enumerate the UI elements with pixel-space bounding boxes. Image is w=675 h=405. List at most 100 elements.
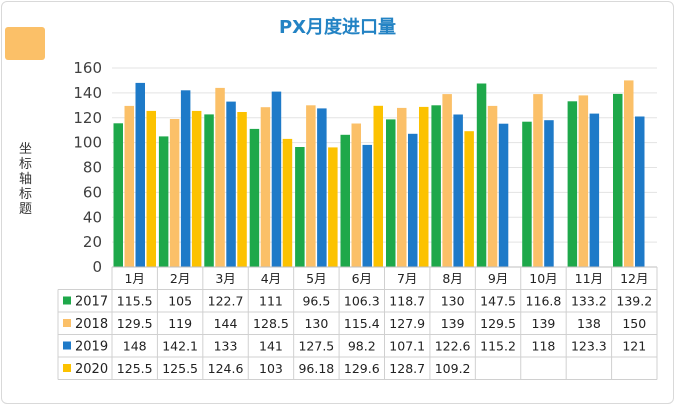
bar-2017 — [522, 121, 532, 267]
x-tick-label: 4月 — [261, 271, 281, 286]
y-tick-label: 60 — [83, 183, 102, 201]
data-label: 129.5 — [117, 316, 153, 331]
legend-swatch-2018 — [63, 319, 71, 327]
data-label: 130 — [441, 294, 465, 309]
bar-2017 — [249, 128, 260, 267]
legend-swatch-2017 — [63, 296, 71, 305]
bar-2018 — [624, 80, 634, 268]
data-label: 123.3 — [571, 339, 607, 354]
bar-2017 — [613, 93, 623, 268]
bar-2018 — [169, 119, 180, 267]
bar-2017 — [113, 123, 123, 267]
x-tick-label: 6月 — [352, 271, 372, 286]
bar-2020 — [419, 106, 429, 268]
data-label: 141 — [259, 339, 283, 354]
x-tick-label: 3月 — [215, 271, 235, 286]
bar-2019 — [317, 108, 327, 268]
bar-2017 — [340, 134, 350, 267]
x-tick-label: 1月 — [124, 271, 144, 286]
legend-swatch-2020 — [63, 364, 71, 372]
data-label: 115.2 — [480, 339, 516, 354]
bar-2020 — [146, 110, 156, 268]
bar-2017 — [476, 83, 487, 267]
chart-title: PX月度进口量 — [278, 17, 397, 38]
bar-2017 — [204, 114, 214, 268]
data-label: 96.18 — [298, 361, 334, 376]
bar-2019 — [135, 82, 145, 268]
data-label: 127.5 — [298, 339, 334, 354]
data-label: 103 — [259, 361, 283, 376]
x-tick-label: 9月 — [488, 271, 508, 286]
x-tick-label: 7月 — [397, 271, 417, 286]
y-tick-label: 40 — [83, 208, 102, 226]
data-label: 116.8 — [526, 294, 562, 309]
data-label: 148 — [123, 339, 147, 354]
x-tick-label: 12月 — [620, 271, 648, 286]
data-label: 130 — [304, 316, 328, 331]
data-label: 122.7 — [208, 294, 244, 309]
y-tick-label: 120 — [73, 109, 102, 127]
bar-2020 — [464, 131, 474, 267]
data-label: 125.5 — [162, 361, 198, 376]
y-tick-label: 140 — [73, 84, 102, 102]
bar-2017 — [431, 105, 441, 267]
data-label: 124.6 — [208, 361, 244, 376]
y-tick-label: 100 — [73, 134, 102, 152]
data-label: 128.5 — [253, 316, 289, 331]
bar-2018 — [578, 95, 589, 268]
data-label: 96.5 — [302, 294, 330, 309]
data-label: 150 — [622, 316, 646, 331]
data-label: 119 — [168, 316, 192, 331]
x-tick-label: 11月 — [575, 271, 603, 286]
data-label: 142.1 — [162, 339, 198, 354]
bar-2020 — [191, 110, 202, 268]
bar-2019 — [544, 120, 554, 267]
bar-2018 — [306, 105, 316, 267]
bar-2018 — [260, 107, 271, 267]
bar-2017 — [386, 119, 396, 268]
data-label: 133 — [214, 339, 238, 354]
bar-2018 — [397, 107, 407, 268]
data-label: 109.2 — [435, 361, 471, 376]
x-tick-label: 10月 — [529, 271, 557, 286]
y-tick-label: 20 — [83, 233, 102, 251]
bar-2018 — [442, 94, 452, 267]
data-label: 107.1 — [389, 339, 425, 354]
bar-2020 — [282, 138, 293, 267]
data-label: 133.2 — [571, 294, 607, 309]
bar-2019 — [408, 133, 418, 267]
x-tick-label: 8月 — [442, 271, 462, 286]
bar-2019 — [362, 144, 372, 267]
data-label: 115.5 — [117, 294, 153, 309]
data-label: 127.9 — [389, 316, 425, 331]
bar-2017 — [158, 136, 169, 267]
data-label: 118.7 — [389, 294, 425, 309]
data-label: 147.5 — [480, 294, 516, 309]
decorative-square — [5, 27, 45, 60]
data-label: 111 — [259, 294, 283, 309]
data-label: 115.4 — [344, 316, 380, 331]
data-label: 139.2 — [616, 294, 652, 309]
y-tick-label: 0 — [92, 258, 102, 276]
legend-swatch-2019 — [63, 341, 71, 350]
y-axis-title: 坐标轴标题 — [19, 142, 33, 217]
bar-2019 — [271, 91, 282, 267]
legend-label-2019: 2019 — [75, 340, 108, 355]
bar-2018 — [533, 94, 543, 267]
data-label: 129.6 — [344, 361, 380, 376]
bar-2019 — [589, 113, 600, 267]
data-label: 144 — [214, 316, 238, 331]
data-label: 106.3 — [344, 294, 380, 309]
data-label: 139 — [441, 316, 465, 331]
legend-label-2018: 2018 — [75, 317, 108, 332]
bar-2018 — [215, 87, 225, 268]
data-label: 105 — [168, 294, 192, 309]
bar-2018 — [487, 105, 498, 268]
bar-2020 — [237, 112, 247, 267]
bar-2019 — [226, 101, 236, 267]
data-label: 139 — [532, 316, 556, 331]
data-label: 118 — [532, 339, 556, 354]
data-label: 128.7 — [389, 361, 425, 376]
